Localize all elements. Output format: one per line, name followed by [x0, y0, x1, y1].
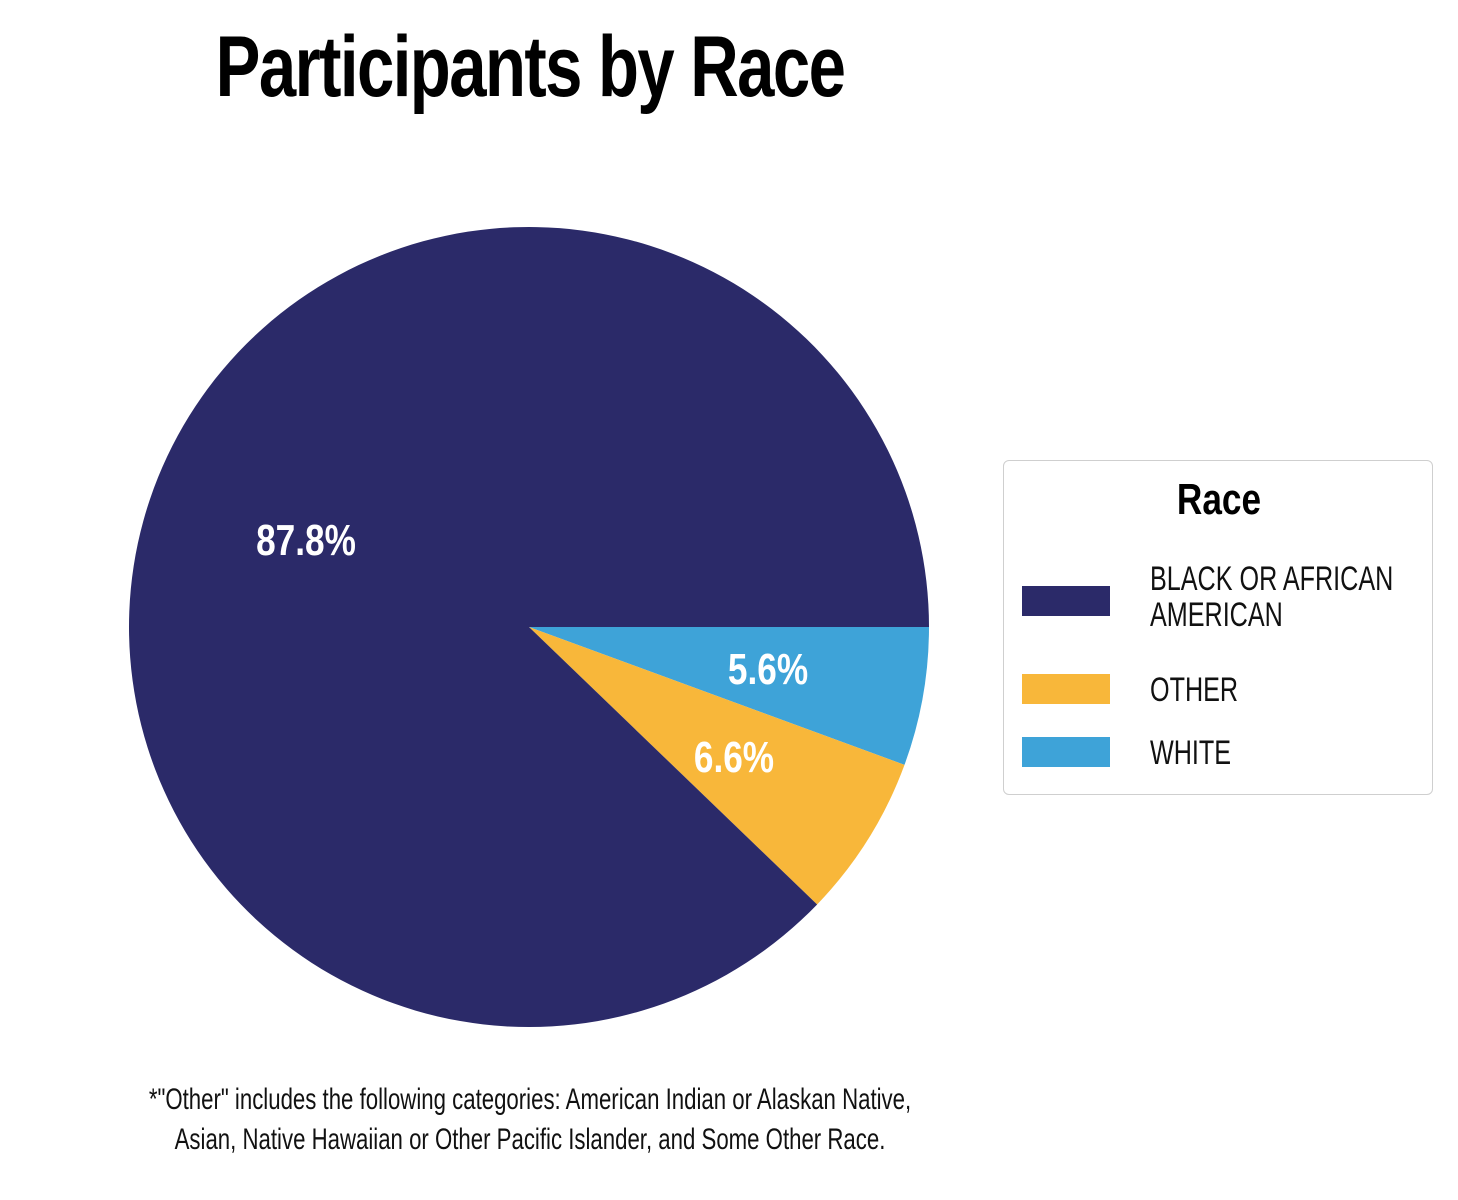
legend-title: Race — [1176, 475, 1262, 524]
legend-swatch-black — [1022, 586, 1110, 616]
legend-swatch-white — [1022, 737, 1110, 767]
pie-slice-white — [529, 627, 929, 765]
legend-label-black: BLACK OR AFRICAN AMERICAN — [1150, 560, 1394, 634]
legend-label-white: WHITE — [1150, 734, 1232, 772]
legend-label-other: OTHER — [1150, 671, 1239, 709]
pie-label-black-or-african-american: 87.8% — [256, 516, 356, 565]
legend: Race BLACK OR AFRICAN AMERICAN OTHER WHI… — [1003, 460, 1433, 795]
pie-chart: 87.8% 6.6% 5.6% — [128, 226, 929, 1027]
footnote: *"Other" includes the following categori… — [148, 1083, 912, 1156]
pie-slice-other — [529, 627, 905, 905]
legend-swatch-other — [1022, 674, 1110, 704]
chart-title: Participants by Race — [215, 19, 846, 115]
pie-slice-black-or-african-american — [128, 226, 929, 1027]
pie-label-white: 5.6% — [728, 645, 808, 694]
pie-label-other: 6.6% — [694, 733, 774, 782]
